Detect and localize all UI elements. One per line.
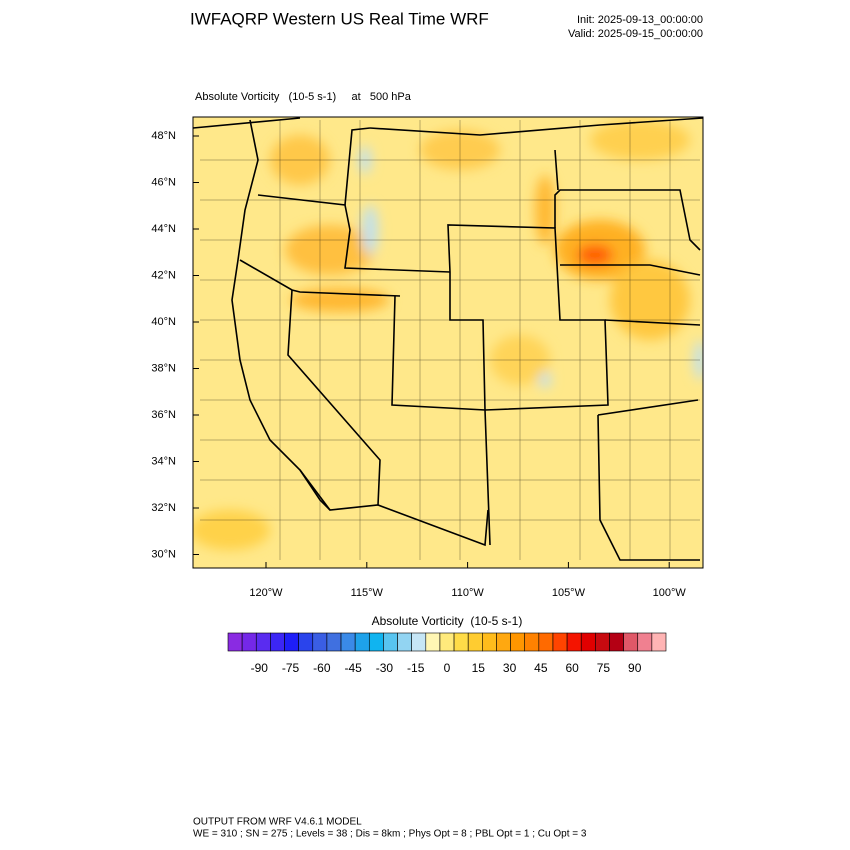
- colorbar-box: [227, 632, 243, 652]
- colorbar-box: [298, 632, 314, 652]
- colorbar-box: [510, 632, 526, 652]
- state-border: [287, 289, 381, 506]
- colorbar-box: [312, 632, 328, 652]
- map-frame: [192, 116, 704, 569]
- lat-labels: 48°N 46°N 44°N 42°N 40°N 38°N 36°N 34°N 32°N 30°N: [151, 130, 199, 560]
- colorbar-box: [538, 632, 554, 652]
- lat-label: 30°N: [151, 548, 176, 560]
- lon-labels: 120°W 115°W 110°W 105°W 100°W: [249, 562, 686, 599]
- colorbar-box: [241, 632, 257, 652]
- colorbar-box: [482, 632, 497, 652]
- lat-label: 40°N: [151, 316, 176, 328]
- lat-label: 48°N: [151, 130, 176, 142]
- colorbar-box: [651, 632, 667, 652]
- lat-label: 46°N: [151, 176, 176, 188]
- map-background: [193, 117, 703, 568]
- colorbar-tick-label: -45: [344, 661, 362, 675]
- state-border: [597, 414, 700, 561]
- lon-label: 120°W: [249, 587, 283, 599]
- state-border: [344, 127, 371, 206]
- colorbar-box: [623, 632, 639, 652]
- state-border: [391, 295, 491, 546]
- colorbar-tick-label: -75: [282, 661, 300, 675]
- colorbar-box: [425, 632, 441, 652]
- field-label: Absolute Vorticity (10-5 s-1) at 500 hPa: [195, 91, 412, 103]
- colorbar-box: [453, 632, 469, 652]
- colorbar-box: [467, 632, 483, 652]
- colorbar-box: [552, 632, 568, 652]
- colorbar-box: [496, 632, 511, 652]
- map-field: [193, 117, 703, 568]
- lat-label: 38°N: [151, 362, 176, 374]
- colorbar-box: [255, 632, 271, 652]
- colorbar-tick-label: 45: [534, 661, 548, 675]
- state-border: [554, 189, 701, 251]
- lon-label: 115°W: [351, 587, 384, 599]
- colorbar-box: [566, 632, 582, 652]
- lat-label: 34°N: [151, 455, 176, 467]
- colorbar-tick-label: 30: [503, 661, 517, 675]
- colorbar-box: [411, 632, 427, 652]
- colorbar-box: [524, 632, 540, 652]
- state-border: [597, 399, 699, 416]
- state-border: [257, 194, 451, 273]
- colorbar-box: [383, 632, 398, 652]
- colorbar-tick-label: 0: [444, 661, 451, 675]
- colorbar-box: [270, 632, 285, 652]
- colorbar-box: [580, 632, 596, 652]
- colorbar-tick-label: -60: [313, 661, 331, 675]
- footer-line: OUTPUT FROM WRF V4.6.1 MODEL: [193, 817, 362, 828]
- colorbar-tick-label: -30: [376, 661, 394, 675]
- colorbar-box: [595, 632, 610, 652]
- colorbar-box: [397, 632, 412, 652]
- colorbar-box: [609, 632, 624, 652]
- colorbar-tick-label: 60: [565, 661, 579, 675]
- state-border: [239, 259, 401, 297]
- colorbar-box: [637, 632, 653, 652]
- state-border: [604, 319, 701, 326]
- init-time: Init: 2025-09-13_00:00:00: [577, 14, 703, 26]
- colorbar-box: [354, 632, 370, 652]
- title: IWFAQRP Western US Real Time WRF: [190, 9, 489, 28]
- colorbar-box: [439, 632, 455, 652]
- colorbar-title: Absolute Vorticity (10-5 s-1): [372, 614, 523, 628]
- colorbar-box: [368, 632, 384, 652]
- county-lines: [200, 120, 700, 560]
- valid-time: Valid: 2025-09-15_00:00:00: [568, 28, 703, 40]
- lat-label: 32°N: [151, 502, 176, 514]
- colorbar-tick-label: -15: [407, 661, 425, 675]
- lat-label: 36°N: [151, 409, 176, 421]
- country-border: [193, 117, 703, 136]
- colorbar-tick-label: 15: [472, 661, 486, 675]
- colorbar: -90 -75 -60 -45 -30 -15 0 15 30 45 60 75 90: [227, 632, 667, 675]
- colorbar-box: [340, 632, 356, 652]
- lon-label: 100°W: [653, 587, 687, 599]
- colorbar-tick-label: 90: [628, 661, 642, 675]
- state-border: [560, 264, 701, 276]
- colorbar-box: [284, 632, 299, 652]
- colorbar-tick-label: 75: [597, 661, 611, 675]
- lat-label: 42°N: [151, 269, 176, 281]
- lon-label: 110°W: [451, 587, 484, 599]
- colorbar-box: [326, 632, 342, 652]
- state-border: [554, 149, 559, 191]
- colorbar-tick-label: -90: [251, 661, 269, 675]
- lon-label: 105°W: [552, 587, 586, 599]
- footer-line: WE = 310 ; SN = 275 ; Levels = 38 ; Dis …: [193, 829, 587, 840]
- lat-label: 44°N: [151, 223, 176, 235]
